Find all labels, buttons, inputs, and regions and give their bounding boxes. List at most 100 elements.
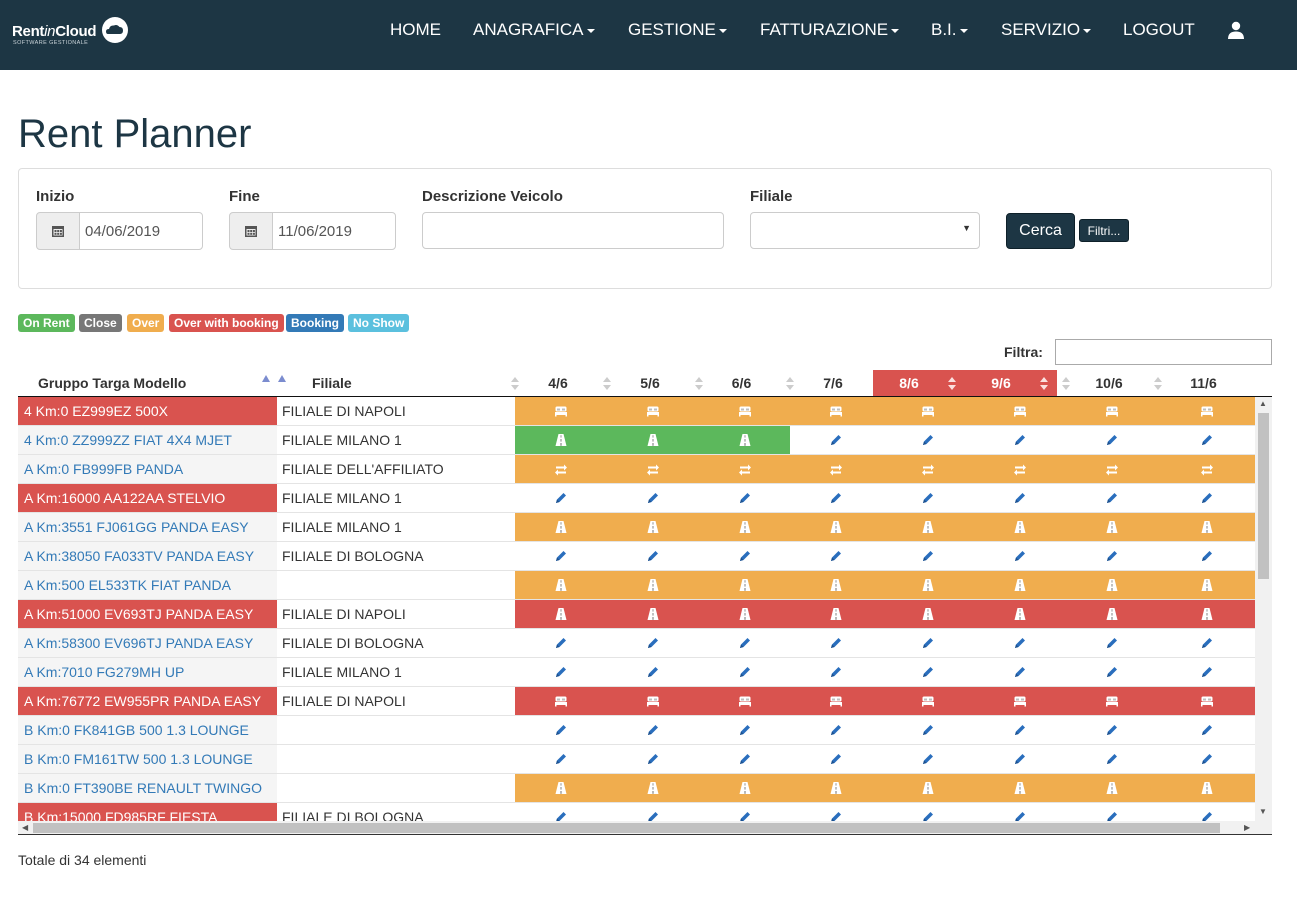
vehicle-cell[interactable]: A Km:3551 FJ061GG PANDA EASY xyxy=(18,513,277,541)
vehicle-cell[interactable]: B Km:0 FM161TW 500 1.3 LOUNGE xyxy=(18,745,277,773)
day-cell[interactable] xyxy=(1066,484,1158,512)
day-cell[interactable] xyxy=(1158,716,1255,744)
day-cell[interactable] xyxy=(882,397,974,425)
sort-both-icon[interactable] xyxy=(1154,377,1162,391)
scroll-down-icon[interactable]: ▼ xyxy=(1259,807,1267,816)
day-cell[interactable] xyxy=(882,629,974,657)
day-cell[interactable] xyxy=(790,716,882,744)
fine-date-input[interactable] xyxy=(272,212,396,250)
vehicle-cell[interactable]: 4 Km:0 ZZ999ZZ FIAT 4X4 MJET xyxy=(18,426,277,454)
vehicle-cell[interactable]: A Km:76772 EW955PR PANDA EASY xyxy=(18,687,277,715)
day-cell[interactable] xyxy=(790,542,882,570)
day-cell[interactable] xyxy=(515,455,607,483)
day-cell[interactable] xyxy=(882,455,974,483)
day-cell[interactable] xyxy=(607,716,699,744)
day-cell[interactable] xyxy=(1066,716,1158,744)
day-cell[interactable] xyxy=(1066,629,1158,657)
column-header-day[interactable]: 11/6 xyxy=(1149,370,1246,396)
column-header-day[interactable]: 4/6 xyxy=(506,370,598,396)
day-cell[interactable] xyxy=(790,803,882,821)
day-cell[interactable] xyxy=(882,803,974,821)
day-cell[interactable] xyxy=(882,542,974,570)
nav-item-gestione[interactable]: GESTIONE xyxy=(628,20,727,40)
day-cell[interactable] xyxy=(607,687,699,715)
day-cell[interactable] xyxy=(515,426,607,454)
vehicle-cell[interactable]: B Km:0 FK841GB 500 1.3 LOUNGE xyxy=(18,716,277,744)
vehicle-cell[interactable]: A Km:0 FB999FB PANDA xyxy=(18,455,277,483)
day-cell[interactable] xyxy=(974,687,1066,715)
day-cell[interactable] xyxy=(790,629,882,657)
sort-both-icon[interactable] xyxy=(786,377,794,391)
nav-item-home[interactable]: HOME xyxy=(390,20,441,40)
day-cell[interactable] xyxy=(607,397,699,425)
day-cell[interactable] xyxy=(974,455,1066,483)
day-cell[interactable] xyxy=(1066,774,1158,802)
nav-item-bi[interactable]: B.I. xyxy=(931,20,968,40)
inizio-date-input[interactable] xyxy=(79,212,203,250)
day-cell[interactable] xyxy=(699,571,790,599)
day-cell[interactable] xyxy=(699,542,790,570)
filtra-input[interactable] xyxy=(1055,339,1272,365)
day-cell[interactable] xyxy=(607,571,699,599)
day-cell[interactable] xyxy=(607,426,699,454)
day-cell[interactable] xyxy=(882,716,974,744)
day-cell[interactable] xyxy=(790,426,882,454)
day-cell[interactable] xyxy=(699,716,790,744)
day-cell[interactable] xyxy=(882,484,974,512)
day-cell[interactable] xyxy=(699,629,790,657)
day-cell[interactable] xyxy=(790,455,882,483)
vehicle-cell[interactable]: B Km:0 FT390BE RENAULT TWINGO xyxy=(18,774,277,802)
day-cell[interactable] xyxy=(974,513,1066,541)
day-cell[interactable] xyxy=(515,803,607,821)
day-cell[interactable] xyxy=(699,426,790,454)
nav-item-servizio[interactable]: SERVIZIO xyxy=(1001,20,1092,40)
horizontal-scrollbar[interactable]: ◀ ▶ xyxy=(18,821,1272,835)
day-cell[interactable] xyxy=(515,571,607,599)
filiale-select[interactable]: ▼ xyxy=(750,212,980,249)
sort-both-icon[interactable] xyxy=(511,377,519,391)
day-cell[interactable] xyxy=(515,513,607,541)
day-cell[interactable] xyxy=(1158,542,1255,570)
day-cell[interactable] xyxy=(1158,455,1255,483)
day-cell[interactable] xyxy=(974,397,1066,425)
day-cell[interactable] xyxy=(1158,658,1255,686)
sort-asc-icon[interactable] xyxy=(278,375,286,382)
day-cell[interactable] xyxy=(882,426,974,454)
rentincloud-logo[interactable]: RentinCloud SOFTWARE GESTIONALE xyxy=(12,16,132,50)
day-cell[interactable] xyxy=(607,455,699,483)
day-cell[interactable] xyxy=(882,745,974,773)
user-icon[interactable] xyxy=(1227,21,1245,39)
vehicle-cell[interactable]: B Km:15000 FD985RF FIESTA xyxy=(18,803,277,821)
day-cell[interactable] xyxy=(607,542,699,570)
day-cell[interactable] xyxy=(699,600,790,628)
nav-item-anagrafica[interactable]: ANAGRAFICA xyxy=(473,20,595,40)
day-cell[interactable] xyxy=(1158,513,1255,541)
vehicle-cell[interactable]: A Km:38050 FA033TV PANDA EASY xyxy=(18,542,277,570)
day-cell[interactable] xyxy=(699,687,790,715)
day-cell[interactable] xyxy=(1066,397,1158,425)
day-cell[interactable] xyxy=(607,745,699,773)
day-cell[interactable] xyxy=(1066,745,1158,773)
day-cell[interactable] xyxy=(1066,426,1158,454)
vehicle-cell[interactable]: A Km:58300 EV696TJ PANDA EASY xyxy=(18,629,277,657)
horizontal-scroll-thumb[interactable] xyxy=(33,823,1220,833)
day-cell[interactable] xyxy=(1158,629,1255,657)
column-header-day[interactable]: 10/6 xyxy=(1057,370,1149,396)
day-cell[interactable] xyxy=(1158,484,1255,512)
descrizione-veicolo-input[interactable] xyxy=(422,212,724,249)
day-cell[interactable] xyxy=(790,658,882,686)
column-header-day[interactable]: 9/6 xyxy=(965,370,1057,396)
scroll-left-icon[interactable]: ◀ xyxy=(22,823,29,832)
day-cell[interactable] xyxy=(607,629,699,657)
vehicle-cell[interactable]: A Km:51000 EV693TJ PANDA EASY xyxy=(18,600,277,628)
day-cell[interactable] xyxy=(974,803,1066,821)
day-cell[interactable] xyxy=(1158,803,1255,821)
day-cell[interactable] xyxy=(699,397,790,425)
day-cell[interactable] xyxy=(1158,745,1255,773)
vertical-scrollbar[interactable]: ▲ ▼ xyxy=(1255,397,1272,821)
day-cell[interactable] xyxy=(790,600,882,628)
day-cell[interactable] xyxy=(790,687,882,715)
day-cell[interactable] xyxy=(974,658,1066,686)
day-cell[interactable] xyxy=(790,745,882,773)
day-cell[interactable] xyxy=(974,484,1066,512)
